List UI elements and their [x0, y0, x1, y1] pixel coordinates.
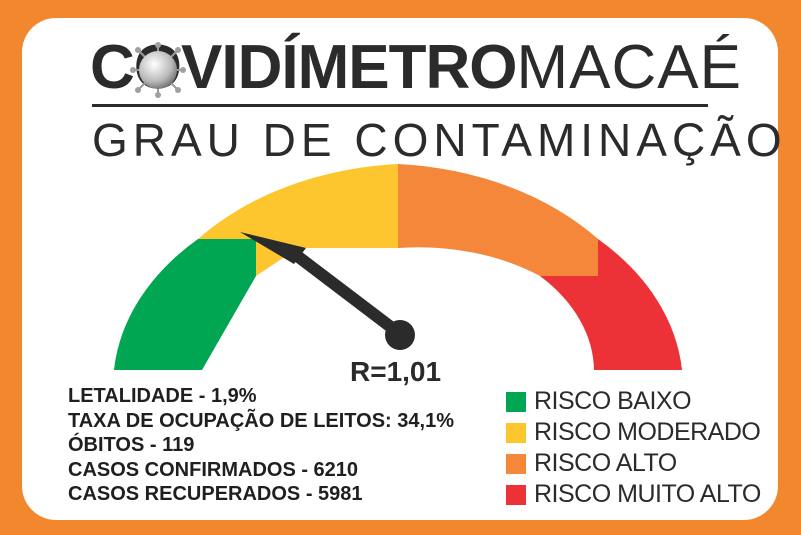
- stat-bed-occupancy: TAXA DE OCUPAÇÃO DE LEITOS: 34,1%: [68, 409, 454, 432]
- stat-lethality: LETALIDADE - 1,9%: [68, 385, 257, 407]
- stat-confirmed-cases: CASOS CONFIRMADOS - 6210: [68, 458, 359, 481]
- covidimetro-logo: COVIDÍMETROMACAÉ: [90, 36, 741, 100]
- gauge-segment-moderate: [198, 164, 398, 276]
- legend-swatch: [506, 453, 526, 474]
- gauge-needle: [240, 232, 415, 350]
- infographic-card: [22, 18, 778, 520]
- gauge-segment-high: [398, 164, 598, 276]
- logo-underline: [92, 104, 708, 107]
- legend-item-moderate: RISCO MODERADO: [506, 417, 761, 448]
- legend-item-very-high: RISCO MUITO ALTO: [506, 479, 761, 510]
- stat-recovered-cases: CASOS RECUPERADOS - 5981: [68, 483, 363, 505]
- legend-item-low: RISCO BAIXO: [506, 386, 761, 417]
- stat-deaths: ÓBITOS - 119: [68, 434, 195, 456]
- logo-light-text: MACAÉ: [516, 33, 742, 102]
- virus-icon: [130, 42, 186, 98]
- legend-swatch: [506, 484, 526, 505]
- stats-list: LETALIDADE - 1,9% TAXA DE OCUPAÇÃO DE LE…: [68, 384, 454, 507]
- gauge-segment-low: [114, 239, 256, 370]
- legend-swatch: [506, 391, 526, 412]
- gauge-segment-very-high: [540, 239, 682, 370]
- reproduction-rate: R=1,01: [350, 356, 442, 387]
- legend-swatch: [506, 422, 526, 443]
- subtitle: GRAU DE CONTAMINAÇÃO: [92, 114, 787, 166]
- risk-legend: RISCO BAIXO RISCO MODERADO RISCO ALTO RI…: [506, 386, 761, 510]
- legend-item-high: RISCO ALTO: [506, 448, 761, 479]
